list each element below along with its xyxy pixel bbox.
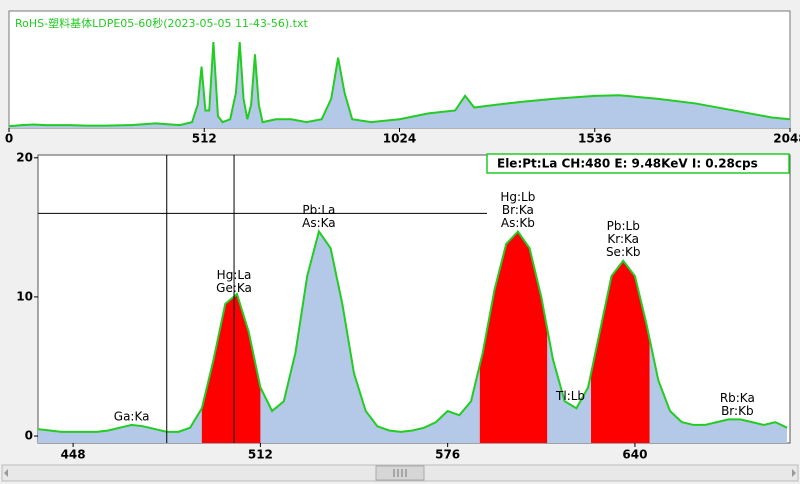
peak-label: Rb:Ka: [720, 391, 755, 405]
x-tick-label: 448: [61, 448, 86, 462]
peak-label: As:Ka: [302, 216, 336, 230]
peak-label: As:Kb: [501, 216, 535, 230]
scrollbar-thumb[interactable]: [375, 465, 425, 481]
y-tick-label: 0: [25, 429, 33, 443]
peak-label: Ge:Ka: [216, 281, 252, 295]
scrollbar-grip: [393, 469, 407, 477]
y-tick-label: 20: [16, 150, 33, 164]
peak-label: Se:Kb: [606, 245, 641, 259]
x-tick-label: 512: [248, 448, 273, 462]
peak-label: Ga:Ka: [114, 409, 150, 423]
x-tick-label: 512: [192, 132, 217, 146]
zoom-panel: [37, 154, 791, 444]
y-tick-label: 10: [16, 289, 33, 303]
peak-label: Pb:Lb: [607, 219, 640, 233]
cursor-info: Ele:Pt:La CH:480 E: 9.48KeV I: 0.28cps: [497, 157, 758, 171]
peak-label: Kr:Ka: [607, 232, 639, 246]
peak-label: Br:Ka: [502, 203, 534, 217]
peak-label: Hg:Lb: [500, 190, 535, 204]
peak-label: Tl:Lb: [555, 389, 585, 403]
peak-label: Hg:La: [217, 268, 252, 282]
x-tick-label: 1024: [383, 132, 416, 146]
spectrum-line: [8, 41, 791, 128]
peak-label: Pb:La: [302, 203, 335, 217]
x-tick-label: 576: [435, 448, 460, 462]
x-tick-label: 2048: [773, 132, 800, 146]
x-tick-label: 0: [5, 132, 13, 146]
x-tick-label: 1536: [578, 132, 611, 146]
peak-label: Br:Kb: [721, 404, 753, 418]
cursor-info-box: [486, 153, 790, 174]
spectrum-line: [37, 229, 788, 433]
chart-title: RoHS-塑料基体LDPE05-60秒(2023-05-05 11-43-56)…: [15, 16, 309, 30]
roi-region: [201, 294, 261, 443]
x-tick-label: 640: [622, 448, 647, 462]
